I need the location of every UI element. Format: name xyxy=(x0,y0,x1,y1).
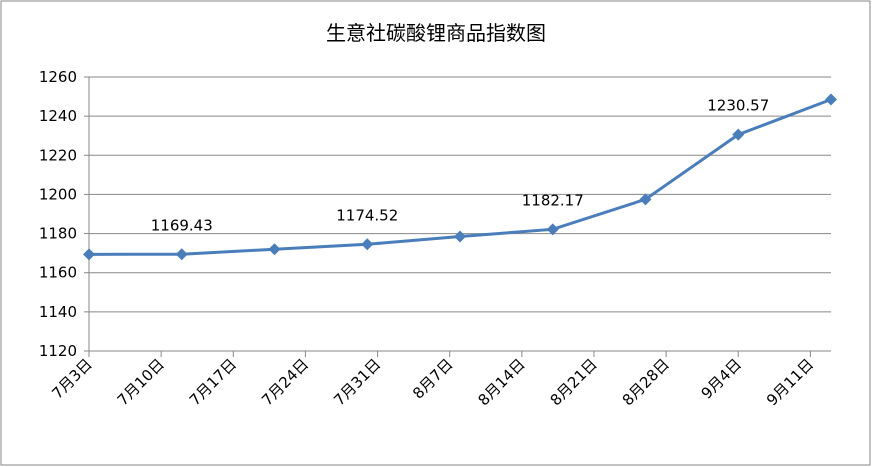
marker xyxy=(454,230,466,243)
marker xyxy=(639,193,652,206)
data-label: 1230.57 xyxy=(707,97,769,115)
y-tick-label: 1200 xyxy=(39,185,77,203)
marker xyxy=(83,248,95,261)
y-tick-label: 1120 xyxy=(39,342,77,360)
marker xyxy=(268,243,281,256)
y-tick-label: 1160 xyxy=(39,264,77,282)
y-tick-label: 1240 xyxy=(39,107,77,125)
marker xyxy=(175,248,188,261)
marker xyxy=(825,93,837,106)
y-tick-label: 1260 xyxy=(39,68,77,86)
marker xyxy=(732,128,745,141)
y-tick-label: 1220 xyxy=(39,146,77,164)
marker xyxy=(361,238,374,251)
y-tick-label: 1140 xyxy=(39,303,77,321)
data-label: 1182.17 xyxy=(522,191,584,209)
data-label: 1169.43 xyxy=(151,216,213,234)
chart-title: 生意社碳酸锂商品指数图 xyxy=(326,21,546,45)
y-tick-label: 1180 xyxy=(39,225,77,243)
marker xyxy=(546,223,559,236)
data-label: 1174.52 xyxy=(336,206,398,224)
